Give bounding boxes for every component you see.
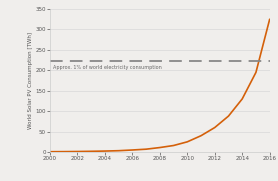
Y-axis label: World Solar PV Consumption [TWh]: World Solar PV Consumption [TWh] (28, 32, 33, 129)
Text: Approx. 1% of world electricity consumption: Approx. 1% of world electricity consumpt… (53, 65, 162, 70)
